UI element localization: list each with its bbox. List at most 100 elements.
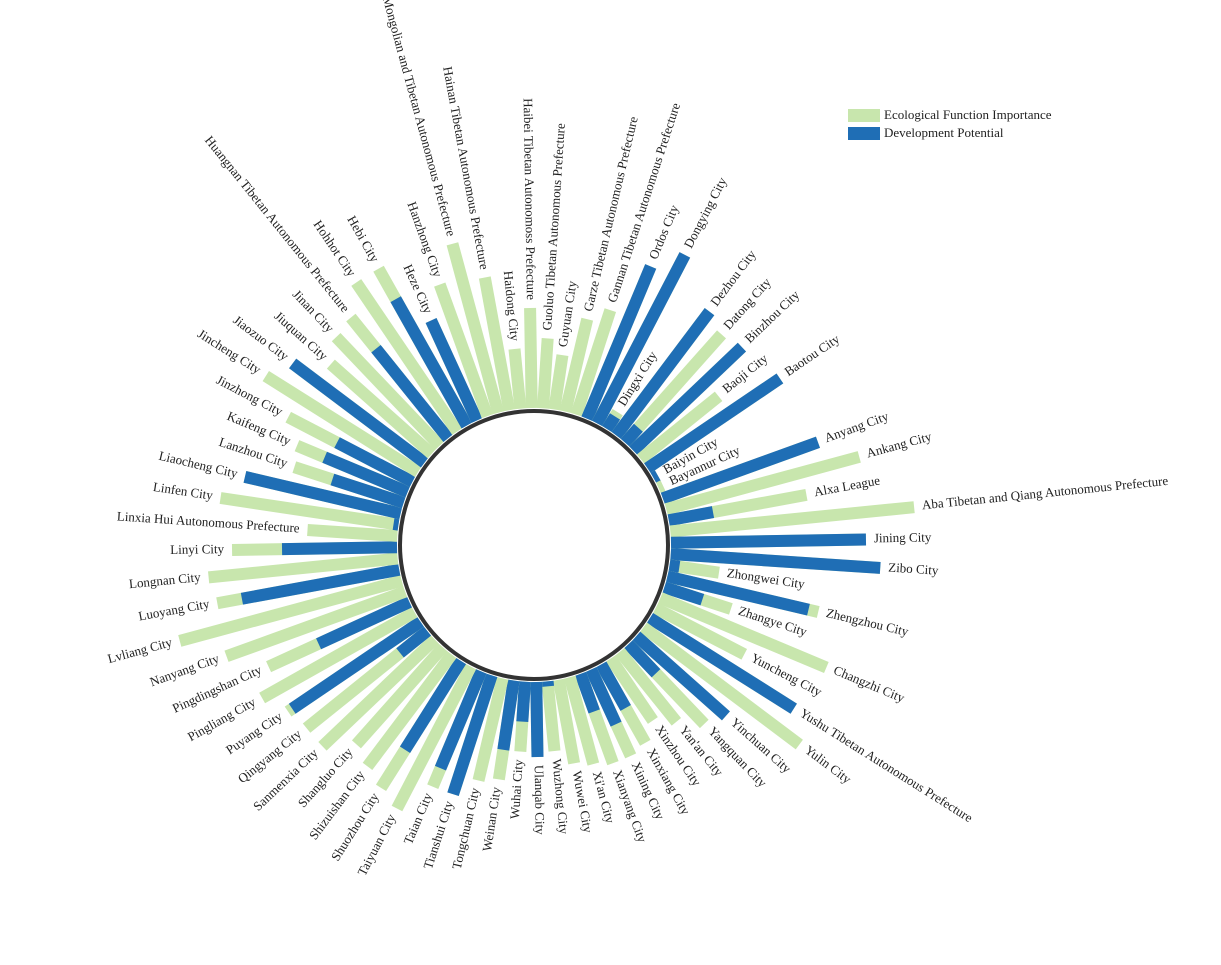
category-label: Changzhi City [831, 662, 907, 705]
dev-bar [399, 657, 467, 753]
eco-bar [224, 585, 408, 662]
dev-bar [644, 373, 784, 474]
legend-label-dev: Development Potential [884, 125, 1004, 140]
dev-bar [447, 673, 498, 797]
eco-bar [302, 626, 432, 733]
dev-bar [392, 518, 400, 531]
eco-bar [478, 276, 516, 412]
dev-bar [624, 640, 661, 678]
dev-bar [322, 451, 410, 498]
eco-bar [351, 279, 463, 435]
eco-bar [548, 354, 569, 411]
category-label: Ulanqab City [532, 765, 548, 835]
dev-bar [629, 342, 747, 455]
eco-bar [559, 317, 594, 414]
dev-bar [390, 296, 473, 429]
eco-bar [178, 575, 404, 647]
category-label: Dongying City [681, 174, 730, 250]
category-label: Luoyang City [137, 596, 211, 624]
legend-swatch-dev [848, 126, 880, 140]
dev-bar [434, 669, 487, 771]
bars-layer [178, 242, 915, 812]
dev-bar [289, 358, 429, 468]
eco-bar [446, 242, 504, 415]
category-label: Haibei Tibetan Autonomoss Prefecture [521, 98, 539, 300]
dev-bar [316, 596, 412, 650]
category-label: Wuhai City [507, 758, 526, 819]
eco-bar [652, 602, 748, 660]
dev-bar [243, 471, 403, 520]
category-label: Anyang City [822, 408, 890, 445]
eco-bar [318, 635, 439, 751]
category-label: Guyuan City [555, 279, 580, 348]
dev-bar [581, 264, 657, 421]
dev-bar [371, 344, 453, 443]
dev-bar [240, 563, 401, 605]
eco-bar [570, 308, 617, 417]
eco-bar [537, 338, 554, 409]
dev-bar [670, 533, 867, 549]
category-label: Hainan Tibetan Autonomous Prefecture [440, 65, 492, 271]
category-label: Haidong City [501, 270, 523, 342]
eco-bar [605, 655, 658, 724]
category-label: Linyi City [170, 541, 225, 557]
category-label: Baotou City [781, 331, 842, 379]
category-label: Jining City [874, 529, 932, 545]
category-label: Lvliang City [106, 634, 174, 666]
eco-bar [351, 643, 448, 749]
category-label: Ordos City [645, 202, 681, 261]
dev-bar [620, 423, 643, 447]
eco-bar [636, 391, 723, 464]
eco-bar [508, 348, 527, 410]
dev-bar [288, 616, 424, 714]
legend-label-eco: Ecological Function Importance [884, 107, 1052, 122]
category-label: Alxa League [813, 472, 882, 499]
legend-item-eco: Ecological Function Importance [848, 106, 1052, 124]
eco-bar [326, 359, 436, 459]
category-label: Weinan City [479, 785, 504, 852]
dev-bar [591, 252, 691, 427]
category-label: Tongchuan City [449, 786, 483, 871]
eco-bar [639, 622, 803, 750]
dev-bar [281, 541, 398, 556]
eco-bar [259, 606, 418, 704]
legend: Ecological Function Importance Developme… [848, 106, 1052, 142]
dev-bar [646, 612, 797, 714]
dev-bar [662, 581, 705, 606]
eco-bar [434, 282, 494, 419]
dev-bar [668, 559, 681, 573]
dev-bar [541, 680, 555, 687]
eco-bar [552, 678, 581, 765]
eco-bar [307, 524, 398, 542]
dev-bar [611, 308, 715, 440]
dev-bar [330, 473, 406, 509]
dev-bar [667, 506, 715, 527]
dev-bar [595, 661, 631, 711]
dev-bar [516, 681, 531, 723]
eco-bar [664, 451, 861, 515]
category-label: Ankang City [865, 428, 934, 460]
category-label: Longnan City [128, 569, 201, 591]
eco-bar [524, 307, 538, 409]
dev-bar [425, 317, 483, 423]
category-label: Wuzhong City [549, 758, 571, 835]
dev-bar [650, 470, 661, 484]
dev-bar [574, 671, 600, 714]
eco-bar [472, 676, 509, 782]
eco-bar [564, 675, 600, 766]
eco-bar [219, 492, 400, 531]
legend-swatch-eco [848, 108, 880, 122]
category-label: Linxia Hui Autonomous Prefecture [116, 508, 300, 535]
dev-bar [601, 413, 621, 433]
eco-bar [656, 480, 666, 494]
dev-bar [497, 679, 520, 751]
eco-bar [391, 663, 477, 812]
category-label: Aba Tibetan and Qiang Autonomous Prefect… [921, 473, 1169, 512]
eco-bar [262, 370, 422, 478]
category-label: Zhengzhou City [825, 605, 911, 639]
center-ring [398, 409, 670, 681]
dev-bar [670, 548, 881, 574]
eco-bar [658, 592, 829, 674]
dev-bar [530, 681, 544, 758]
eco-bar [362, 650, 457, 770]
